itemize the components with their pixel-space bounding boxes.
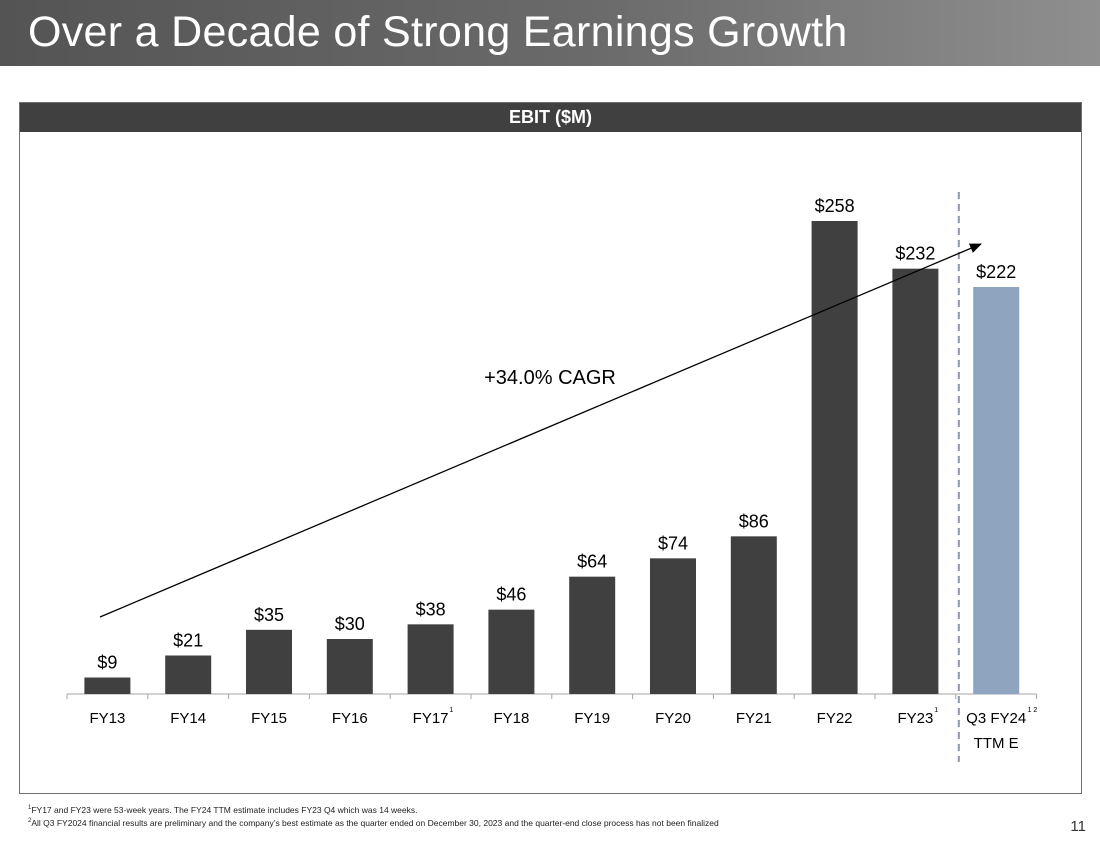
data-label: $86 [739, 511, 769, 531]
bar-fy19 [569, 576, 616, 694]
data-label: $38 [416, 599, 446, 619]
tick-label: FY13 [89, 710, 125, 727]
tick-label: Q3 FY24 [966, 710, 1026, 727]
bar-fy17 [407, 624, 454, 694]
bar-q3-fy24 [973, 287, 1020, 694]
data-label: $9 [97, 653, 117, 673]
tick-label: FY18 [493, 710, 529, 727]
tick-footnote-marker: 1 [449, 707, 453, 714]
tick-label: FY23 [897, 710, 933, 727]
data-label: $35 [254, 605, 284, 625]
tick-label: FY22 [817, 710, 853, 727]
bar-fy18 [488, 609, 535, 694]
tick-label: FY16 [332, 710, 368, 727]
bar-fy20 [650, 558, 696, 694]
tick-label: FY15 [251, 710, 287, 727]
bar-fy15 [246, 629, 292, 694]
bar-fy16 [326, 639, 373, 694]
data-label: $30 [335, 614, 365, 634]
tick-label: FY21 [736, 710, 772, 727]
page-number: 11 [1070, 818, 1086, 835]
data-label: $258 [815, 196, 855, 216]
tick-footnote-marker: 1 [934, 707, 938, 714]
tick-label: FY20 [655, 710, 691, 727]
data-label: $74 [658, 533, 688, 553]
bar-fy21 [730, 536, 777, 694]
data-label: $222 [976, 262, 1016, 282]
tick-sublabel: TTM E [974, 735, 1019, 752]
footnote-1: 1FY17 and FY23 were 53-week years. The F… [28, 804, 418, 815]
tick-label: FY14 [170, 710, 206, 727]
tick-label: FY19 [574, 710, 610, 727]
chart-title: EBIT ($M) [20, 103, 1081, 132]
bar-fy14 [165, 655, 212, 694]
cagr-arrow [99, 243, 982, 618]
data-label: $46 [496, 585, 526, 605]
bar-fy13 [84, 677, 131, 694]
footnotes: 1FY17 and FY23 were 53-week years. The F… [28, 803, 928, 829]
tick-label: FY17 [413, 710, 449, 727]
cagr-annotation: +34.0% CAGR [484, 367, 616, 389]
footnote-2: 2All Q3 FY2024 financial results are pre… [28, 817, 719, 828]
title-bar: Over a Decade of Strong Earnings Growth [0, 0, 1100, 66]
data-label: $21 [173, 631, 203, 651]
data-label: $232 [895, 244, 935, 264]
bar-fy23 [892, 268, 939, 694]
tick-footnote-marker: 1 2 [1028, 707, 1038, 714]
slide-title: Over a Decade of Strong Earnings Growth [28, 8, 848, 56]
bar-fy22 [811, 221, 858, 694]
data-label: $64 [577, 552, 607, 572]
